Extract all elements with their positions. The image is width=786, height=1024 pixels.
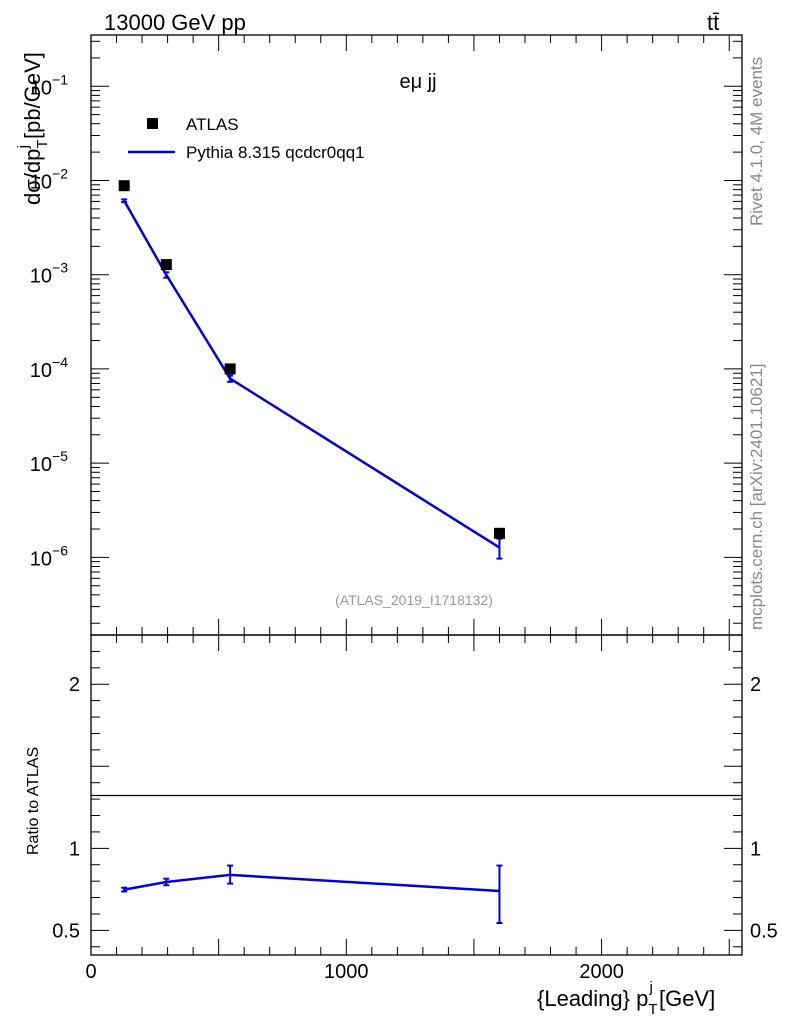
- y-tick-label-exp: −2: [52, 165, 68, 181]
- ratio-y-tick-label-right: 1: [750, 838, 761, 860]
- rivet-label: Rivet 4.1.0, 4M events: [747, 57, 766, 226]
- ratio-y-tick-label-right: 0.5: [750, 920, 778, 942]
- y-tick-label: 10−4: [30, 354, 68, 382]
- ratio-series-layer: [121, 864, 503, 924]
- ratio-axis-ticks: 0 1000 2000 0.5 0.5 1 1 2 2: [52, 634, 778, 983]
- process-label: tt̄: [707, 10, 719, 35]
- analysis-watermark: (ATLAS_2019_I1718132): [335, 592, 493, 608]
- x-axis-label: {Leading} pTj [GeV]: [537, 979, 715, 1018]
- ratio-y-tick-label: 1: [69, 838, 80, 860]
- y-tick-label-exp: −6: [52, 542, 68, 558]
- atlas-data-point: [224, 363, 236, 375]
- y-tick-label-base: 10: [30, 360, 52, 382]
- chart-title: eμ jj: [399, 71, 436, 93]
- y-axis-label: dσ/dpTj [pb/GeV]: [15, 52, 51, 205]
- y-axis-label-sup: j: [15, 145, 32, 149]
- atlas-data-point: [160, 259, 172, 271]
- ratio-series-line: [123, 873, 500, 893]
- y-tick-label: 10−6: [30, 542, 68, 570]
- y-axis-label-sub: T: [34, 139, 51, 148]
- ratio-y-axis-label: Ratio to ATLAS: [25, 747, 42, 855]
- ratio-y-tick-label-right: 2: [750, 674, 761, 696]
- ratio-y-tick-label: 0.5: [52, 920, 80, 942]
- y-tick-label-exp: −5: [52, 448, 68, 464]
- mcplots-label: mcplots.cern.ch [arXiv:2401.10621]: [747, 364, 766, 630]
- y-tick-label-base: 10: [30, 266, 52, 288]
- y-tick-label-base: 10: [30, 171, 52, 193]
- main-axis-ticks: 10−610−510−410−310−210−1: [30, 35, 742, 635]
- y-tick-label-base: 10: [30, 548, 52, 570]
- legend-mc-label: Pythia 8.315 qcdcr0qq1: [186, 143, 365, 162]
- process-base: t: [707, 10, 713, 35]
- x-tick-label: 0: [85, 961, 96, 983]
- y-tick-label: 10−5: [30, 448, 68, 476]
- main-series-layer: [118, 180, 505, 560]
- process-bar: t̄: [713, 10, 719, 35]
- x-tick-label: 1000: [324, 961, 369, 983]
- y-axis-label-main: dσ/dp: [20, 149, 45, 205]
- legend-atlas-marker: [147, 118, 158, 129]
- energy-label: 13000 GeV pp: [104, 10, 246, 35]
- x-axis-label-sub: T: [648, 1001, 657, 1018]
- x-axis-label-main: {Leading} p: [537, 986, 648, 1011]
- ratio-y-tick-label: 2: [69, 674, 80, 696]
- y-tick-label-exp: −3: [52, 260, 68, 276]
- y-tick-label-base: 10: [30, 77, 52, 99]
- legend-atlas-label: ATLAS: [186, 115, 239, 134]
- x-axis-label-unit: [GeV]: [653, 986, 715, 1011]
- mc-series-line: [123, 200, 501, 549]
- y-tick-label-base: 10: [30, 454, 52, 476]
- atlas-data-point: [118, 180, 130, 192]
- atlas-data-point: [493, 527, 505, 539]
- x-axis-label-sup: j: [649, 979, 653, 996]
- y-tick-label-exp: −1: [52, 71, 68, 87]
- y-tick-label: 10−3: [30, 260, 68, 288]
- y-axis-label-unit: [pb/GeV]: [20, 52, 45, 145]
- y-tick-label: 10−2: [30, 165, 68, 193]
- x-tick-label: 2000: [579, 961, 624, 983]
- y-tick-label-exp: −4: [52, 354, 68, 370]
- y-tick-label: 10−1: [30, 71, 68, 99]
